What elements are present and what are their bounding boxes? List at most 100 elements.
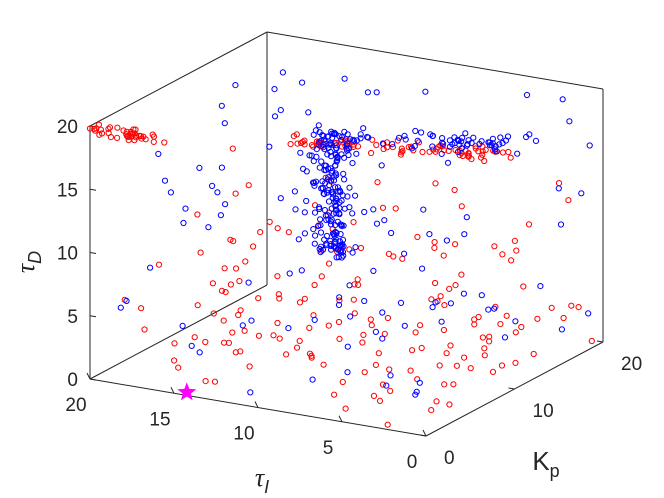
blue-point bbox=[310, 226, 317, 233]
red-point bbox=[511, 237, 519, 244]
red-point bbox=[270, 332, 277, 339]
blue-point bbox=[352, 192, 359, 199]
blue-point bbox=[501, 334, 509, 341]
red-point bbox=[194, 302, 201, 309]
blue-point bbox=[344, 147, 351, 154]
red-point bbox=[360, 331, 367, 338]
z-tick-label: 20 bbox=[57, 117, 78, 138]
red-point bbox=[191, 334, 198, 341]
blue-point bbox=[416, 379, 423, 386]
blue-point bbox=[526, 131, 533, 138]
blue-point bbox=[344, 343, 351, 350]
x-tick-label: 5 bbox=[323, 438, 334, 459]
axis-labels: τD τI Kp bbox=[11, 251, 560, 497]
red-point bbox=[354, 276, 361, 283]
blue-point bbox=[291, 188, 298, 195]
red-point bbox=[479, 334, 486, 341]
red-point bbox=[387, 387, 394, 394]
blue-point bbox=[514, 150, 521, 157]
red-point bbox=[390, 253, 397, 260]
blue-point bbox=[449, 141, 456, 148]
blue-point bbox=[381, 217, 388, 224]
blue-point bbox=[330, 131, 338, 138]
red-point bbox=[175, 364, 182, 371]
red-point bbox=[92, 127, 99, 134]
blue-point bbox=[218, 164, 225, 171]
red-point bbox=[431, 244, 438, 251]
red-point bbox=[359, 339, 366, 346]
blue-point bbox=[328, 221, 335, 228]
blue-point bbox=[295, 236, 302, 243]
z-tick-mark bbox=[89, 188, 97, 191]
red-point bbox=[499, 251, 506, 258]
red-point bbox=[242, 258, 249, 265]
blue-point bbox=[123, 297, 130, 304]
blue-point bbox=[419, 265, 426, 272]
box-edge-6 bbox=[89, 31, 268, 127]
red-point bbox=[320, 361, 327, 368]
red-point bbox=[436, 362, 443, 369]
blue-point bbox=[312, 178, 320, 185]
red-point bbox=[389, 144, 396, 151]
blue-point bbox=[155, 150, 162, 157]
red-point bbox=[379, 381, 387, 388]
blue-point bbox=[316, 164, 323, 171]
blue-point bbox=[329, 134, 336, 141]
blue-point bbox=[557, 221, 565, 228]
red-point bbox=[308, 352, 315, 359]
red-point bbox=[202, 338, 209, 346]
blue-point bbox=[338, 223, 345, 230]
blue-point bbox=[292, 206, 299, 213]
red-point bbox=[385, 250, 392, 257]
blue-point bbox=[447, 300, 454, 307]
red-point bbox=[412, 329, 419, 336]
blue-point bbox=[497, 134, 504, 141]
red-point bbox=[568, 302, 575, 309]
red-point bbox=[405, 144, 412, 151]
red-point bbox=[276, 295, 283, 302]
blue-point bbox=[451, 134, 458, 141]
blue-point bbox=[414, 137, 421, 144]
red-point bbox=[274, 225, 281, 232]
red-point bbox=[220, 317, 227, 324]
blue-point bbox=[311, 240, 318, 247]
red-point bbox=[384, 314, 391, 322]
red-point bbox=[373, 141, 380, 149]
blue-point bbox=[312, 232, 319, 239]
red-point bbox=[503, 312, 510, 319]
axes-box bbox=[86, 31, 604, 437]
red-point bbox=[141, 326, 148, 333]
blue-point bbox=[317, 216, 324, 223]
blue-point bbox=[321, 207, 328, 214]
x-tick-mark bbox=[86, 372, 91, 380]
blue-point bbox=[420, 206, 427, 213]
blue-point bbox=[327, 242, 334, 250]
red-point bbox=[287, 141, 294, 148]
red-point bbox=[155, 261, 163, 268]
blue-point bbox=[454, 148, 462, 156]
blue-point bbox=[559, 96, 566, 103]
red-point bbox=[432, 279, 439, 287]
red-point bbox=[376, 397, 384, 404]
blue-point bbox=[459, 134, 466, 141]
optimum-star-marker bbox=[177, 382, 197, 401]
blue-point bbox=[402, 136, 409, 143]
blue-point bbox=[196, 349, 203, 356]
red-point bbox=[428, 407, 435, 414]
red-point bbox=[235, 311, 242, 319]
blue-point bbox=[341, 75, 348, 82]
red-point bbox=[326, 260, 333, 267]
red-point bbox=[138, 305, 145, 312]
red-point bbox=[418, 344, 425, 352]
z-tick-label: 10 bbox=[57, 244, 78, 265]
blue-point bbox=[300, 165, 307, 172]
red-point bbox=[246, 363, 253, 370]
blue-point bbox=[426, 231, 433, 238]
red-point bbox=[499, 149, 506, 156]
red-point bbox=[308, 142, 316, 149]
red-point bbox=[440, 326, 447, 334]
blue-point bbox=[325, 165, 332, 172]
x-tick-mark bbox=[338, 415, 343, 422]
red-point bbox=[350, 219, 357, 226]
blue-point bbox=[344, 369, 351, 376]
